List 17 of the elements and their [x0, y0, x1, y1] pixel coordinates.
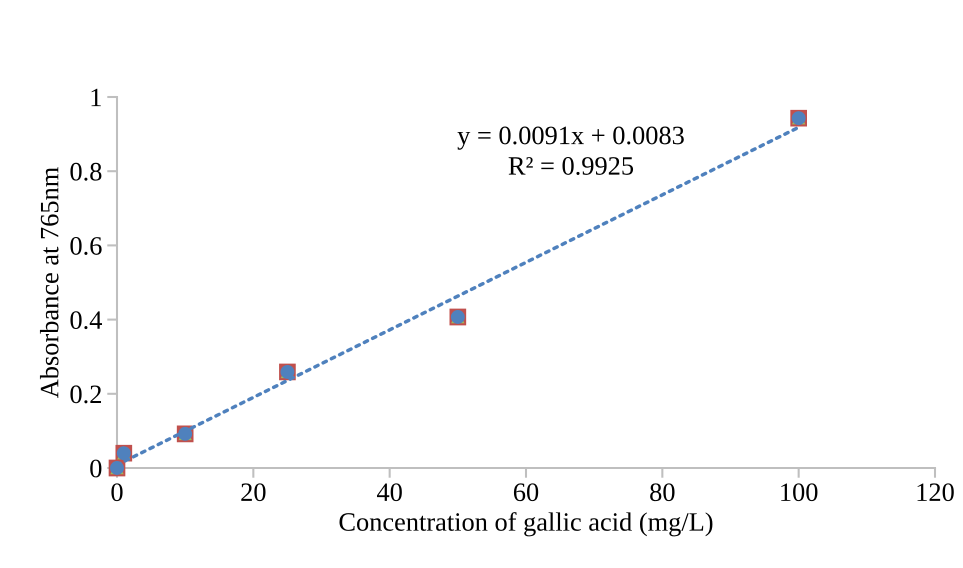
y-tick-label: 0.4: [70, 311, 102, 330]
x-axis-title: Concentration of gallic acid (mg/L): [339, 512, 712, 536]
y-tick-label: 1: [92, 88, 101, 106]
annotation: y = 0.0091x + 0.0083: [457, 126, 684, 150]
annotation: R² = 0.9925: [508, 157, 634, 175]
y-axis-title: Absorbance at 765nm: [40, 167, 59, 398]
y-tick-label: 0.8: [70, 162, 102, 181]
x-tick-label: 100: [781, 483, 818, 502]
x-tick-label: 80: [650, 483, 675, 502]
x-tick-label: 40: [376, 483, 402, 502]
y-tick-label: 0.2: [70, 385, 101, 404]
x-tick-label: 20: [241, 483, 266, 502]
x-tick-label: 0: [111, 483, 123, 502]
y-tick-label: 0: [90, 460, 102, 478]
x-tick-label: 120: [918, 483, 954, 502]
y-tick-label: 0.6: [70, 237, 102, 255]
x-tick-label: 60: [514, 483, 538, 502]
